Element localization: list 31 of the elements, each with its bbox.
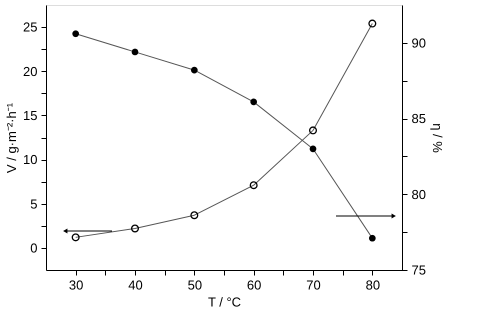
point (72, 233, 80, 242)
y2-tick-label: 90 (412, 35, 426, 50)
x-tick-label: 50 (188, 278, 202, 292)
y-tick-label: 25 (23, 20, 38, 35)
point (368, 20, 376, 28)
point (368, 234, 376, 242)
point (250, 181, 258, 190)
point (190, 211, 198, 220)
point (190, 66, 198, 74)
x-tick-label: 60 (246, 278, 262, 292)
point (130, 224, 140, 232)
y2-tick-label: 80 (412, 186, 426, 202)
point (310, 146, 316, 152)
y2-axis-title: η / % (430, 123, 445, 154)
x-tick-label: 70 (306, 278, 321, 292)
point (250, 98, 258, 106)
x-axis-title: T / °C (208, 294, 242, 310)
point (308, 126, 318, 134)
x-tick-label: 40 (128, 278, 143, 292)
y-tick-label: 20 (23, 64, 38, 79)
y-tick-label: 5 (30, 196, 38, 212)
x-tick-label: 30 (68, 278, 84, 292)
x-tick-label: 80 (366, 278, 380, 292)
point (132, 48, 138, 56)
point (72, 30, 80, 38)
y-tick-label: 0 (30, 240, 38, 256)
y2-tick-label: 85 (412, 111, 426, 126)
y-tick-label: 10 (23, 152, 38, 168)
y-axis-title: V / g·m⁻²·h⁻¹ (4, 102, 20, 174)
y2-tick-label: 75 (412, 262, 426, 278)
y-tick-label: 15 (23, 108, 38, 123)
